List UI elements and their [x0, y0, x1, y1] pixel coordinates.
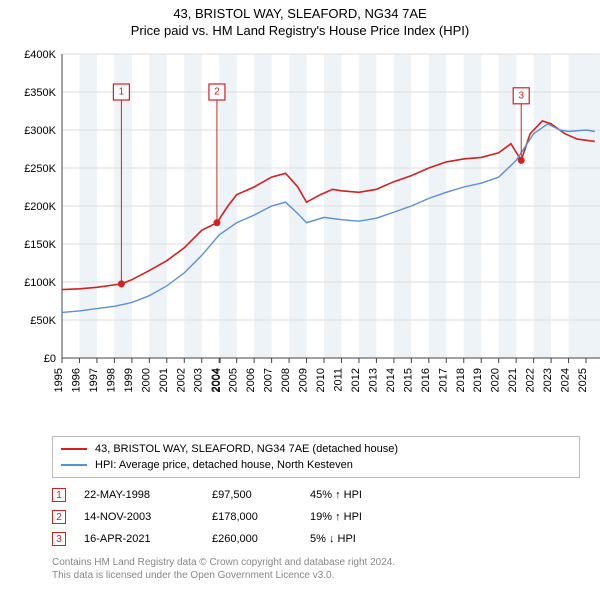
svg-text:1998: 1998 — [105, 368, 117, 392]
sale-price: £97,500 — [212, 489, 292, 501]
svg-text:£50K: £50K — [30, 315, 56, 327]
footer-line-1: Contains HM Land Registry data © Crown c… — [52, 556, 580, 569]
svg-text:1999: 1999 — [123, 368, 135, 392]
sale-hpi-delta: 45% ↑ HPI — [310, 489, 420, 501]
svg-text:2000: 2000 — [140, 368, 152, 392]
svg-text:£400K: £400K — [24, 49, 56, 61]
sales-table: 1 22-MAY-1998 £97,500 45% ↑ HPI 2 14-NOV-2003… — [52, 484, 580, 550]
svg-text:£100K: £100K — [24, 277, 56, 289]
svg-text:2014: 2014 — [385, 368, 397, 392]
svg-text:£300K: £300K — [24, 125, 56, 137]
sale-row: 1 22-MAY-1998 £97,500 45% ↑ HPI — [52, 484, 580, 506]
chart-plot: £0 £50K £100K £150K £200K £250K £300K £350K £400… — [10, 48, 590, 428]
sale-hpi-delta: 19% ↑ HPI — [310, 511, 420, 523]
legend-label: HPI: Average price, detached house, Nort… — [95, 459, 353, 471]
chart-subtitle: Price paid vs. HM Land Registry's House … — [10, 23, 590, 38]
svg-text:2020: 2020 — [490, 368, 502, 392]
svg-text:2008: 2008 — [280, 368, 292, 392]
sale-marker-box: 2 — [52, 510, 66, 524]
svg-text:2007: 2007 — [263, 368, 275, 392]
legend-item: HPI: Average price, detached house, Nort… — [61, 457, 571, 473]
svg-text:2022: 2022 — [525, 368, 537, 392]
svg-text:2024: 2024 — [560, 368, 572, 392]
sale-row: 3 16-APR-2021 £260,000 5% ↓ HPI — [52, 528, 580, 550]
svg-text:2016: 2016 — [420, 368, 432, 392]
legend-swatch — [61, 464, 87, 466]
svg-text:£250K: £250K — [24, 163, 56, 175]
svg-text:2005: 2005 — [228, 368, 240, 392]
svg-text:2004: 2004 — [211, 368, 223, 392]
svg-text:3: 3 — [518, 90, 524, 101]
svg-text:2011: 2011 — [332, 368, 344, 392]
chart-title: 43, BRISTOL WAY, SLEAFORD, NG34 7AE — [10, 6, 590, 21]
svg-text:2006: 2006 — [245, 368, 257, 392]
svg-text:1996: 1996 — [70, 368, 82, 392]
footer-line-2: This data is licensed under the Open Gov… — [52, 569, 580, 582]
svg-text:2010: 2010 — [315, 368, 327, 392]
svg-text:1: 1 — [119, 87, 125, 98]
sale-date: 16-APR-2021 — [84, 533, 194, 545]
svg-text:2003: 2003 — [193, 368, 205, 392]
chart-legend: 43, BRISTOL WAY, SLEAFORD, NG34 7AE (det… — [52, 436, 580, 478]
svg-text:2013: 2013 — [367, 368, 379, 392]
legend-item: 43, BRISTOL WAY, SLEAFORD, NG34 7AE (det… — [61, 441, 571, 457]
svg-text:2001: 2001 — [158, 368, 170, 392]
sale-date: 22-MAY-1998 — [84, 489, 194, 501]
sale-marker-box: 3 — [52, 532, 66, 546]
legend-swatch — [61, 448, 87, 450]
sale-price: £260,000 — [212, 533, 292, 545]
svg-text:2021: 2021 — [507, 368, 519, 392]
svg-text:2002: 2002 — [175, 368, 187, 392]
svg-text:2015: 2015 — [402, 368, 414, 392]
svg-text:2023: 2023 — [542, 368, 554, 392]
legend-label: 43, BRISTOL WAY, SLEAFORD, NG34 7AE (det… — [95, 443, 398, 455]
attribution-footer: Contains HM Land Registry data © Crown c… — [52, 556, 580, 582]
sale-row: 2 14-NOV-2003 £178,000 19% ↑ HPI — [52, 506, 580, 528]
svg-text:£200K: £200K — [24, 201, 56, 213]
chart-container: 43, BRISTOL WAY, SLEAFORD, NG34 7AE Pric… — [0, 0, 600, 592]
sale-marker-box: 1 — [52, 488, 66, 502]
svg-text:£350K: £350K — [24, 87, 56, 99]
sale-date: 14-NOV-2003 — [84, 511, 194, 523]
svg-text:2009: 2009 — [298, 368, 310, 392]
sale-price: £178,000 — [212, 511, 292, 523]
svg-text:2025: 2025 — [577, 368, 589, 392]
svg-text:£0: £0 — [44, 353, 56, 365]
svg-text:2018: 2018 — [455, 368, 467, 392]
svg-text:2017: 2017 — [437, 368, 449, 392]
svg-text:£150K: £150K — [24, 239, 56, 251]
svg-text:2019: 2019 — [472, 368, 484, 392]
svg-text:2: 2 — [214, 87, 220, 98]
svg-text:1995: 1995 — [53, 368, 65, 392]
svg-text:2012: 2012 — [350, 368, 362, 392]
svg-text:1997: 1997 — [88, 368, 100, 392]
line-chart-svg: £0 £50K £100K £150K £200K £250K £300K £350K £400… — [10, 48, 600, 428]
sale-hpi-delta: 5% ↓ HPI — [310, 533, 420, 545]
